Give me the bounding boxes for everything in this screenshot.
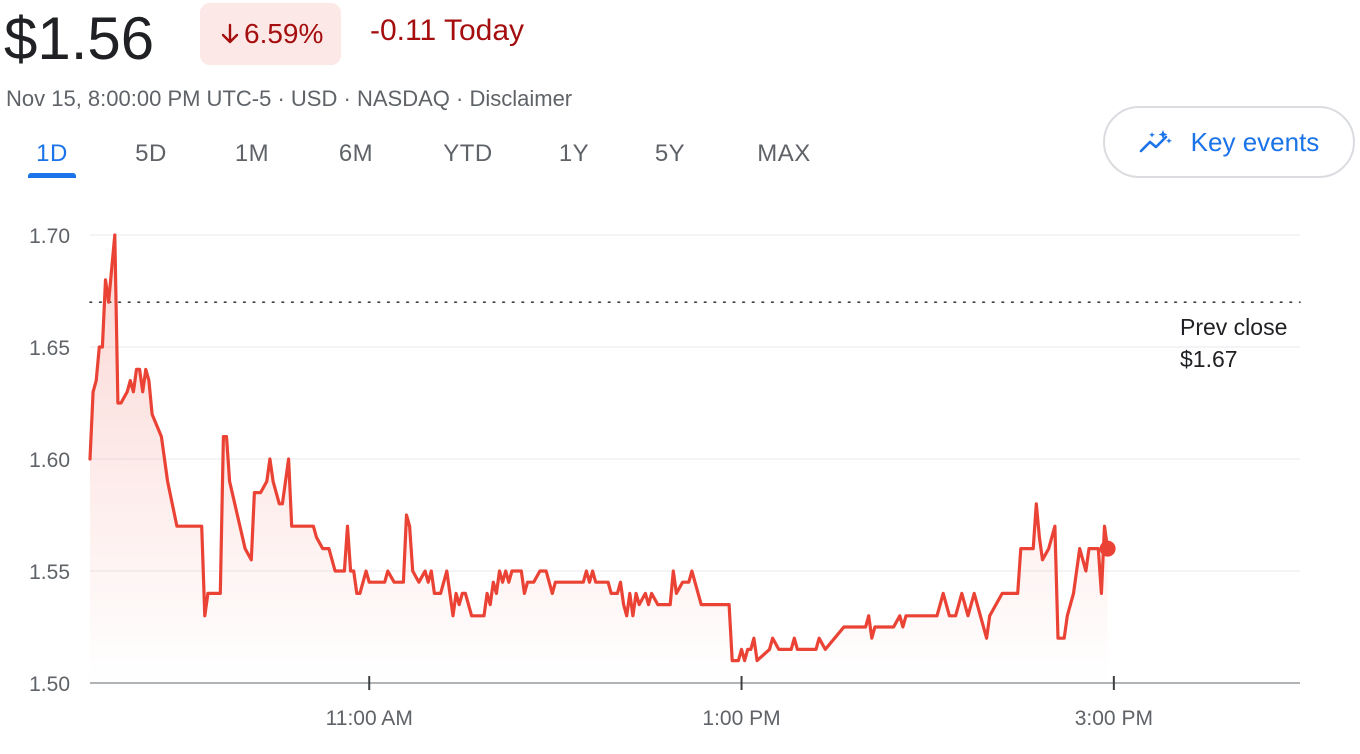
current-price: $1.56 <box>4 5 155 72</box>
tab-5d[interactable]: 5D <box>135 140 167 167</box>
percent-change-badge: 6.59% <box>200 3 342 65</box>
y-tick-label: 1.65 <box>29 337 70 360</box>
x-tick-label: 1:00 PM <box>702 707 780 730</box>
disclaimer-link[interactable]: Disclaimer <box>469 86 573 111</box>
y-tick-label: 1.55 <box>29 561 70 584</box>
sparkle-chart-icon <box>1139 129 1173 155</box>
tab-active-indicator <box>28 173 76 178</box>
prev-close-label: Prev close <box>1180 314 1287 340</box>
tab-ytd[interactable]: YTD <box>443 140 493 167</box>
key-events-button[interactable]: Key events <box>1103 106 1355 178</box>
prev-close-value: $1.67 <box>1180 346 1238 372</box>
meta-separator: · <box>277 86 291 111</box>
quote-timestamp: Nov 15, 8:00:00 PM UTC-5 <box>6 86 272 111</box>
quote-currency: USD <box>290 86 338 111</box>
percent-change-value: 6.59% <box>244 18 324 49</box>
y-tick-label: 1.70 <box>29 225 70 248</box>
tab-1y[interactable]: 1Y <box>558 140 590 167</box>
daily-change: -0.11 Today <box>370 14 524 47</box>
tab-1d[interactable]: 1D <box>36 140 68 167</box>
quote-meta: Nov 15, 8:00:00 PM UTC-5 · USD · NASDAQ … <box>6 86 572 112</box>
y-tick-label: 1.60 <box>29 449 70 472</box>
x-tick-label: 3:00 PM <box>1075 707 1153 730</box>
current-price-dot <box>1099 540 1116 557</box>
meta-separator: · <box>343 86 357 111</box>
price-chart[interactable]: 1.70 1.65 1.60 1.55 1.50 Prev close $1.67 11:00… <box>0 195 1360 754</box>
arrow-down-icon <box>220 23 240 45</box>
y-tick-label: 1.50 <box>29 673 70 696</box>
quote-exchange: NASDAQ <box>356 86 450 111</box>
tab-6m[interactable]: 6M <box>338 140 374 167</box>
tab-max[interactable]: MAX <box>757 140 811 167</box>
meta-separator: · <box>456 86 470 111</box>
price-line <box>88 233 1110 663</box>
x-tick-label: 11:00 AM <box>326 707 413 730</box>
tab-1m[interactable]: 1M <box>234 140 270 167</box>
key-events-label: Key events <box>1190 126 1320 157</box>
tab-5y[interactable]: 5Y <box>654 140 686 167</box>
